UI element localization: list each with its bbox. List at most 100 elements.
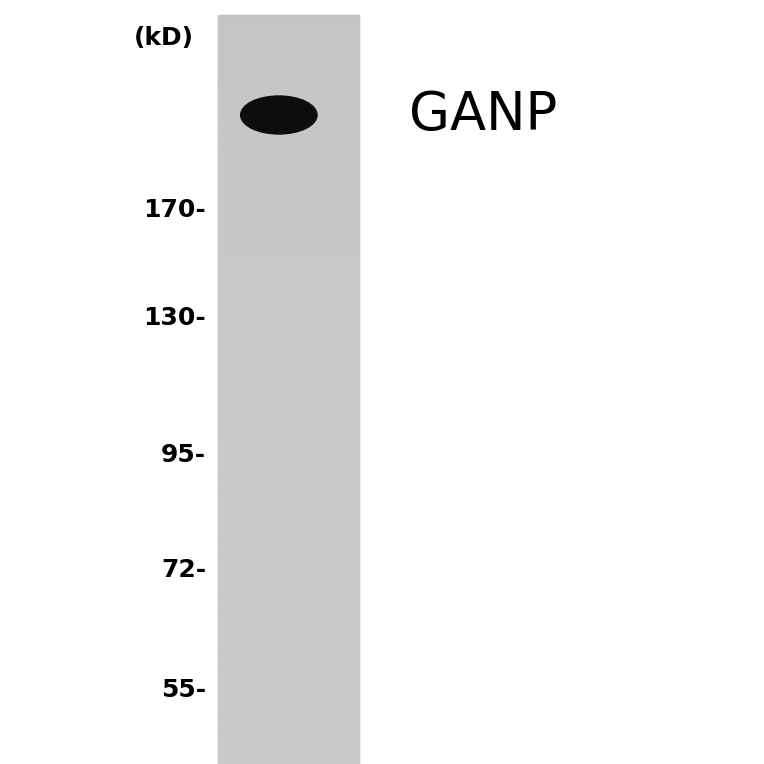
Bar (218, 128, 359, 132)
Bar (218, 756, 359, 761)
Bar (218, 565, 359, 570)
Bar (218, 730, 359, 735)
Bar (218, 378, 359, 383)
Bar (218, 745, 359, 750)
Bar (218, 213, 359, 219)
Bar (218, 94, 359, 99)
Bar (218, 465, 359, 469)
Bar (218, 221, 359, 225)
Bar (218, 138, 359, 144)
Bar (218, 307, 359, 312)
Bar (218, 610, 359, 615)
Bar (218, 704, 359, 709)
Bar (218, 442, 359, 447)
Bar (218, 461, 359, 465)
Bar (218, 707, 359, 713)
Bar (218, 105, 359, 109)
Bar (218, 753, 359, 758)
Bar (218, 236, 359, 241)
Bar (218, 57, 359, 61)
Bar (218, 325, 359, 331)
Bar (218, 506, 359, 510)
Bar (218, 626, 359, 630)
Bar (218, 656, 359, 660)
Bar (218, 419, 359, 424)
Bar (218, 352, 359, 357)
Bar (218, 173, 359, 177)
Bar (218, 401, 359, 406)
Bar (218, 34, 359, 38)
Text: 55-: 55- (161, 678, 206, 702)
Bar (218, 386, 359, 390)
Bar (218, 479, 359, 484)
Bar (218, 412, 359, 416)
Bar (218, 292, 359, 297)
Bar (218, 176, 359, 181)
Bar (218, 322, 359, 327)
Bar (218, 640, 359, 645)
Bar (218, 97, 359, 102)
Bar (218, 539, 359, 544)
Bar (218, 244, 359, 248)
Bar (218, 701, 359, 705)
Text: GANP: GANP (409, 89, 557, 141)
Bar (218, 453, 359, 458)
Bar (218, 487, 359, 491)
Bar (218, 711, 359, 717)
Bar (218, 404, 359, 410)
Bar (218, 150, 359, 154)
Bar (218, 659, 359, 664)
Bar (218, 337, 359, 342)
Bar (218, 124, 359, 128)
Bar (218, 134, 359, 140)
Bar (218, 652, 359, 656)
Bar (218, 595, 359, 601)
Bar (218, 63, 359, 69)
Bar (218, 258, 359, 263)
Bar (218, 532, 359, 536)
Bar (218, 108, 359, 113)
Bar (218, 157, 359, 162)
Bar (218, 281, 359, 286)
Bar (218, 390, 359, 394)
Bar (218, 333, 359, 338)
Bar (218, 274, 359, 278)
Bar (218, 15, 359, 764)
Bar (218, 408, 359, 413)
Bar (218, 71, 359, 76)
Bar (218, 311, 359, 316)
Bar (218, 22, 359, 28)
Bar (218, 382, 359, 387)
Bar (218, 146, 359, 151)
Bar (218, 296, 359, 300)
Bar (218, 569, 359, 574)
Bar (218, 697, 359, 701)
Bar (218, 431, 359, 435)
Bar (218, 520, 359, 526)
Bar (218, 715, 359, 720)
Bar (218, 240, 359, 244)
Bar (218, 266, 359, 270)
Bar (218, 607, 359, 611)
Bar (218, 727, 359, 731)
Bar (218, 599, 359, 604)
Bar (218, 79, 359, 83)
Bar (218, 232, 359, 237)
Bar (218, 693, 359, 698)
Bar (218, 60, 359, 65)
Bar (218, 483, 359, 488)
Bar (218, 581, 359, 585)
Bar (218, 636, 359, 642)
Bar (218, 614, 359, 619)
Ellipse shape (241, 96, 317, 134)
Bar (218, 112, 359, 117)
Bar (218, 435, 359, 439)
Bar (218, 45, 359, 50)
Bar (218, 120, 359, 125)
Bar (218, 742, 359, 746)
Bar (218, 210, 359, 215)
Bar (218, 630, 359, 634)
Bar (218, 516, 359, 522)
Bar (218, 277, 359, 282)
Bar (218, 26, 359, 31)
